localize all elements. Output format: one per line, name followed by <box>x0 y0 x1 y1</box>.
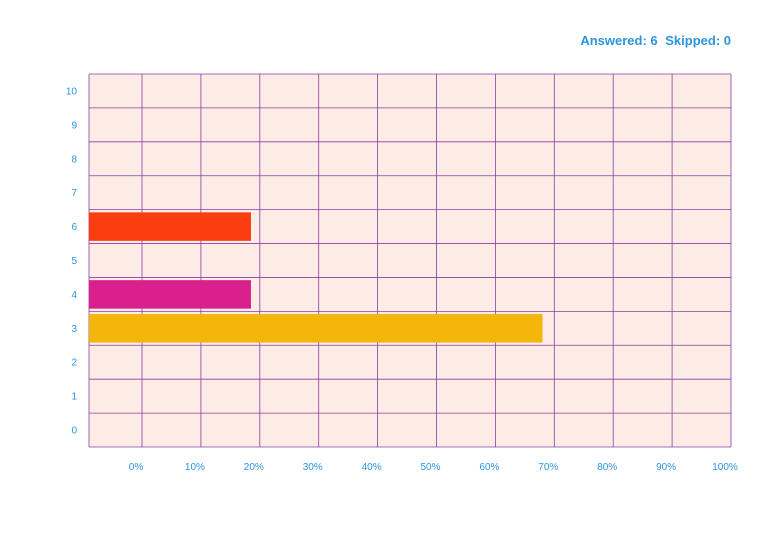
y-tick-label: 8 <box>71 154 77 165</box>
x-tick-label: 0% <box>129 462 144 473</box>
y-tick-label: 9 <box>71 120 77 131</box>
y-tick-label: 2 <box>71 358 77 369</box>
x-tick-label: 70% <box>538 462 558 473</box>
x-tick-label: 30% <box>303 462 323 473</box>
answered-count: Answered: 6 <box>580 33 658 48</box>
y-tick-label: 7 <box>71 188 77 199</box>
x-tick-label: 60% <box>479 462 499 473</box>
x-tick-label: 80% <box>597 462 617 473</box>
x-tick-label: 50% <box>420 462 440 473</box>
x-tick-label: 10% <box>185 462 205 473</box>
response-summary: Answered: 6 Skipped: 0 <box>580 33 731 48</box>
bar-6 <box>89 212 251 241</box>
y-tick-label: 10 <box>66 86 78 97</box>
bar-4 <box>89 280 251 309</box>
y-tick-label: 6 <box>71 222 77 233</box>
y-tick-label: 0 <box>71 426 77 437</box>
skipped-count: Skipped: 0 <box>665 33 731 48</box>
y-tick-label: 1 <box>71 392 77 403</box>
x-tick-label: 40% <box>362 462 382 473</box>
x-tick-label: 90% <box>656 462 676 473</box>
x-tick-label: 100% <box>712 462 738 473</box>
plot-area <box>89 74 731 447</box>
x-tick-label: 20% <box>244 462 264 473</box>
bar-3 <box>89 314 543 343</box>
y-tick-label: 3 <box>71 324 77 335</box>
y-tick-label: 5 <box>71 256 77 267</box>
y-tick-label: 4 <box>71 290 77 301</box>
